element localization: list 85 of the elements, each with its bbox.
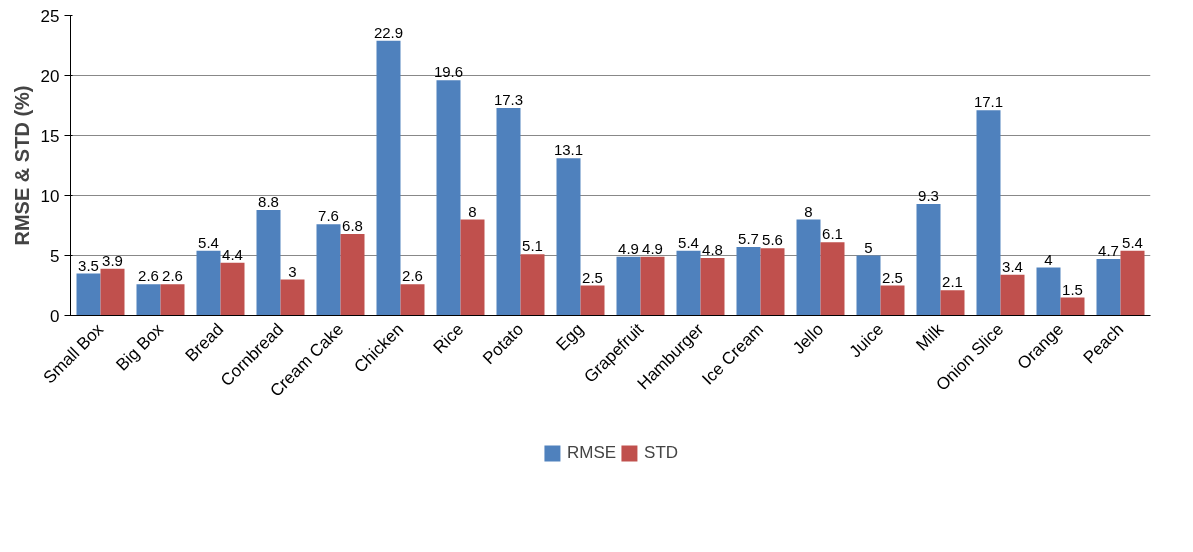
data-label: 17.1 xyxy=(973,93,1004,111)
legend-label: RMSE xyxy=(566,443,617,463)
data-label: 9.3 xyxy=(918,186,939,204)
bar xyxy=(880,285,905,316)
data-label: 5.4 xyxy=(678,233,699,251)
bar xyxy=(640,256,665,316)
data-label: 5.1 xyxy=(522,237,543,255)
bar xyxy=(160,284,185,316)
data-label: 5.4 xyxy=(1122,233,1143,251)
data-label: 17.3 xyxy=(493,90,524,108)
data-label: 3 xyxy=(288,262,297,280)
data-label: 4.4 xyxy=(222,245,243,263)
data-label: 8 xyxy=(468,202,477,220)
bar xyxy=(196,250,221,316)
x-tick-label: Egg xyxy=(552,319,588,355)
data-label: 6.8 xyxy=(342,216,363,234)
bar xyxy=(736,247,761,316)
bar xyxy=(1120,250,1145,316)
data-label: 5.4 xyxy=(198,233,219,251)
bar xyxy=(976,110,1001,316)
bar xyxy=(316,224,341,316)
bar xyxy=(556,158,581,316)
bar xyxy=(436,80,461,316)
bar xyxy=(760,248,785,316)
data-label: 13.1 xyxy=(553,141,584,159)
data-label: 19.6 xyxy=(433,63,464,81)
bar xyxy=(460,219,485,316)
data-label: 8 xyxy=(804,202,813,220)
y-tick-label: 15 xyxy=(40,126,60,146)
bar xyxy=(700,257,725,316)
data-label: 4 xyxy=(1044,250,1053,268)
data-label: 2.5 xyxy=(882,268,903,286)
bar xyxy=(256,209,281,316)
bar xyxy=(820,242,845,316)
data-label: 4.8 xyxy=(702,240,723,258)
bar xyxy=(1036,267,1061,316)
x-tick-label: Milk xyxy=(912,319,948,355)
data-label: 6.1 xyxy=(822,225,843,243)
data-label: 5.6 xyxy=(762,231,783,249)
bar xyxy=(580,285,605,316)
data-label: 4.9 xyxy=(642,239,663,257)
data-label: 3.9 xyxy=(102,251,123,269)
x-tick-label: Rice xyxy=(429,319,468,358)
bar xyxy=(676,250,701,316)
data-label: 5 xyxy=(864,238,873,256)
bar xyxy=(100,268,125,316)
bar xyxy=(280,279,305,316)
data-label: 2.6 xyxy=(138,267,159,285)
data-label: 2.1 xyxy=(942,273,963,291)
bar xyxy=(1060,297,1085,316)
bar xyxy=(376,40,401,316)
data-label: 7.6 xyxy=(318,207,339,225)
y-tick-label: 20 xyxy=(40,66,60,86)
data-label: 5.7 xyxy=(738,230,759,248)
bar xyxy=(940,290,965,316)
bar xyxy=(520,254,545,316)
data-label: 2.5 xyxy=(582,268,603,286)
bar xyxy=(136,284,161,316)
data-label: 3.5 xyxy=(78,256,99,274)
data-label: 3.4 xyxy=(1002,257,1023,275)
data-label: 4.9 xyxy=(618,239,639,257)
bar xyxy=(400,284,425,316)
data-label: 1.5 xyxy=(1062,280,1083,298)
x-tick-label: Big Box xyxy=(112,319,168,375)
data-label: 22.9 xyxy=(373,23,404,41)
y-tick-label: 0 xyxy=(50,306,60,326)
bar xyxy=(220,262,245,316)
legend-label: STD xyxy=(644,443,679,463)
bar xyxy=(1096,259,1121,316)
bar xyxy=(76,273,101,316)
y-tick-label: 5 xyxy=(50,246,60,266)
data-label: 4.7 xyxy=(1098,242,1119,260)
y-tick-label: 10 xyxy=(40,186,60,206)
bar xyxy=(1000,274,1025,316)
bar xyxy=(340,233,365,316)
bar xyxy=(496,107,521,316)
y-axis-title: RMSE & STD (%) xyxy=(10,85,33,246)
data-label: 8.8 xyxy=(258,192,279,210)
data-label: 2.6 xyxy=(402,267,423,285)
data-label: 2.6 xyxy=(162,267,183,285)
bar xyxy=(796,219,821,316)
bar xyxy=(616,256,641,316)
bar xyxy=(856,255,881,316)
y-tick-label: 25 xyxy=(40,6,60,26)
bar xyxy=(916,203,941,316)
